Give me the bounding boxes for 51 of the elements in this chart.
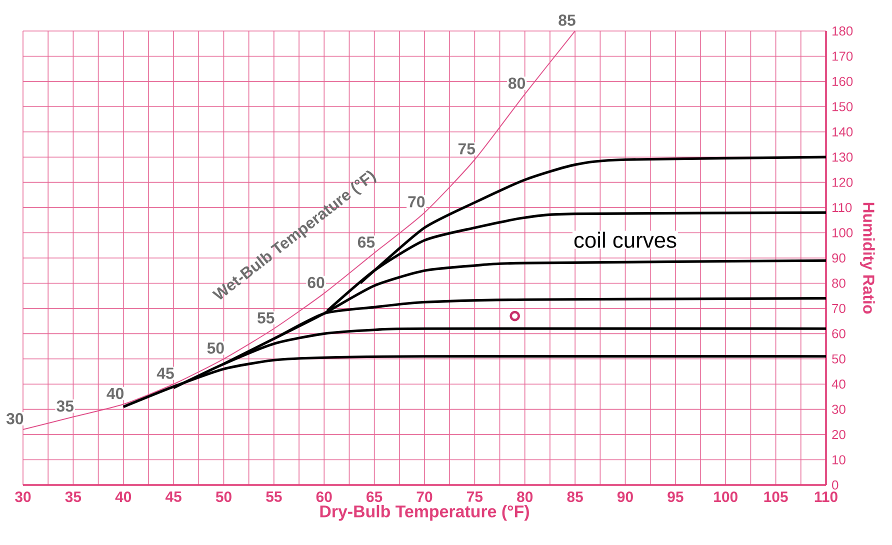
x-tick-label: 35	[65, 492, 82, 502]
y-tick-label: 170	[832, 52, 853, 61]
x-tick-label: 110	[814, 492, 838, 502]
x-tick-label: 80	[517, 492, 533, 502]
annotation: 70	[408, 196, 425, 208]
x-tick-label: 40	[115, 492, 132, 502]
x-tick-label: 60	[316, 492, 332, 502]
annotation: 40	[106, 388, 124, 400]
y-tick-label: 90	[832, 253, 846, 263]
x-tick-label: 90	[617, 492, 633, 502]
x-tick-label: 45	[165, 492, 182, 502]
x-tick-label: 70	[416, 492, 432, 502]
x-tick-label: 30	[15, 492, 31, 502]
annotation: 45	[156, 368, 174, 379]
y-tick-label: 130	[832, 152, 853, 162]
annotation: 55	[257, 312, 274, 324]
x-tick-label: 95	[668, 492, 684, 502]
y-tick-label: 140	[832, 127, 853, 136]
x-tick-label: 105	[764, 492, 788, 502]
annotation: 85	[558, 14, 576, 26]
annotation: 75	[458, 143, 476, 154]
y-tick-label: 10	[832, 455, 846, 464]
annotation: 65	[358, 236, 375, 248]
y-tick-label: 70	[832, 304, 846, 314]
annotation: 35	[56, 400, 74, 412]
y-tick-label: 40	[832, 380, 846, 389]
x-tick-label: 100	[714, 492, 738, 502]
annotation: coil curves	[574, 232, 676, 248]
y-tick-label: 60	[832, 329, 846, 338]
y-axis-title: Humidity Ratio	[860, 202, 875, 314]
x-tick-label: 55	[266, 492, 282, 502]
y-tick-label: 30	[832, 404, 846, 414]
y-tick-label: 20	[832, 430, 846, 440]
y-tick-label: 110	[832, 202, 852, 212]
x-tick-label: 75	[467, 492, 483, 502]
y-tick-label: 180	[832, 26, 853, 36]
y-tick-label: 150	[832, 102, 853, 112]
y-tick-label: 50	[832, 354, 846, 364]
y-tick-label: 80	[832, 278, 846, 288]
annotation: 30	[6, 413, 24, 424]
annotation: 50	[207, 342, 224, 354]
x-tick-label: 65	[366, 492, 382, 502]
x-axis-title: Dry-Bulb Temperature (°F)	[320, 504, 529, 521]
x-tick-label: 50	[216, 492, 232, 502]
y-tick-label: 120	[832, 178, 853, 187]
y-tick-label: 160	[832, 76, 853, 86]
annotation: 80	[508, 78, 526, 89]
annotation: 60	[308, 276, 324, 288]
x-tick-label: 85	[567, 492, 583, 502]
y-tick-label: 0	[832, 480, 838, 490]
y-tick-label: 100	[832, 228, 853, 238]
